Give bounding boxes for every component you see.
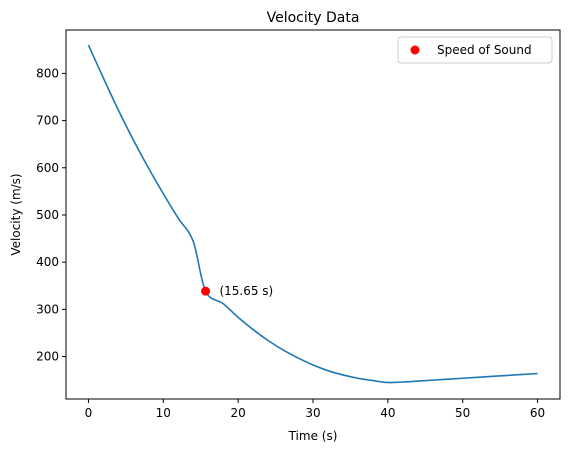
y-tick-label: 500 — [36, 208, 59, 222]
plot-frame — [65, 29, 561, 400]
x-axis-ticks: 0 10 20 30 40 50 60 — [85, 399, 545, 420]
line-layer — [87, 44, 538, 384]
velocity-series-line — [87, 44, 538, 384]
y-tick-label: 600 — [36, 161, 59, 175]
y-tick-label: 800 — [36, 66, 59, 80]
y-tick-label: 700 — [36, 114, 59, 128]
x-tick-label: 60 — [530, 406, 545, 420]
legend-label: Speed of Sound — [437, 43, 532, 57]
x-tick-label: 0 — [85, 406, 93, 420]
point-annotation: (15.65 s) — [219, 284, 273, 298]
x-tick-label: 50 — [455, 406, 470, 420]
y-tick-label: 300 — [36, 302, 59, 316]
annotation-layer: (15.65 s) — [219, 284, 273, 298]
x-axis-label: Time (s) — [288, 429, 338, 443]
y-axis-label: Velocity (m/s) — [9, 173, 23, 255]
legend: Speed of Sound — [397, 36, 553, 64]
point-layer — [201, 286, 211, 296]
x-tick-label: 20 — [231, 406, 246, 420]
x-tick-label: 40 — [380, 406, 395, 420]
y-axis-ticks: 200 300 400 500 600 700 800 — [36, 66, 66, 364]
y-tick-label: 200 — [36, 350, 59, 364]
y-tick-label: 400 — [36, 255, 59, 269]
x-tick-label: 10 — [156, 406, 171, 420]
legend-marker — [410, 45, 420, 55]
legend-box — [397, 36, 553, 64]
chart-title: Velocity Data — [267, 10, 360, 26]
speed-of-sound-point — [201, 286, 211, 296]
x-tick-label: 30 — [305, 406, 320, 420]
